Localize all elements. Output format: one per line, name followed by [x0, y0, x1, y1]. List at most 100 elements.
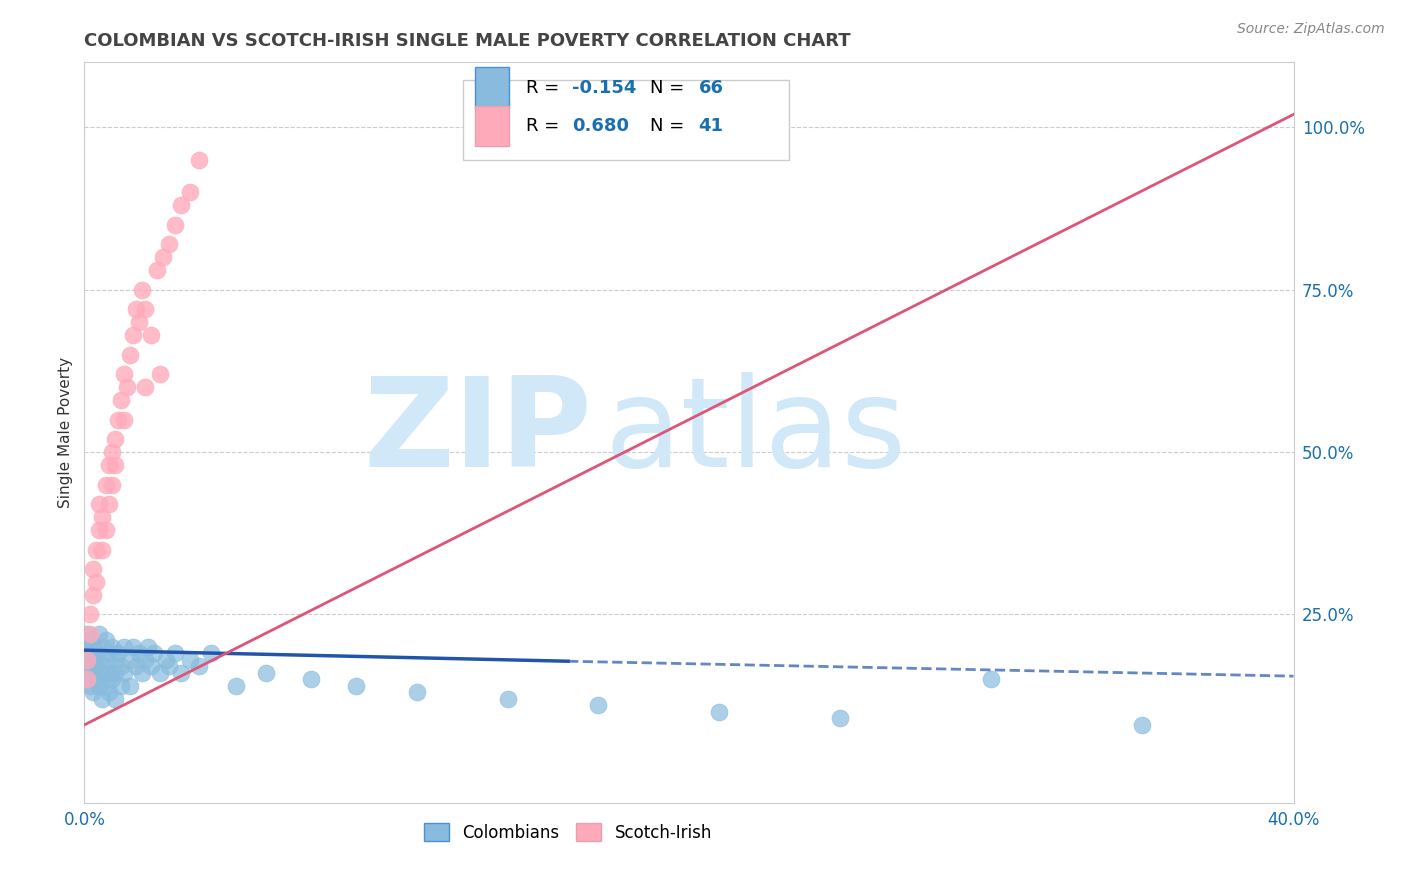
Point: [79, 679, 101, 693]
Point: [165, 647, 187, 661]
Point: [76, 640, 98, 654]
Point: [79, 627, 101, 641]
Point: [118, 348, 141, 362]
Point: [112, 640, 135, 654]
Point: [136, 640, 159, 654]
Point: [125, 302, 148, 317]
Point: [79, 607, 101, 622]
Point: [188, 659, 211, 673]
Text: atlas: atlas: [605, 372, 907, 493]
Point: [94, 633, 117, 648]
Point: [82, 640, 104, 654]
Point: [79, 659, 101, 673]
Point: [165, 218, 187, 232]
Point: [76, 673, 98, 687]
Point: [131, 665, 153, 680]
Point: [115, 380, 138, 394]
Point: [94, 679, 117, 693]
Point: [82, 665, 104, 680]
Point: [406, 685, 429, 699]
Point: [89, 497, 111, 511]
Point: [142, 647, 165, 661]
Text: 66: 66: [699, 78, 724, 97]
Point: [1130, 718, 1153, 732]
FancyBboxPatch shape: [475, 67, 509, 108]
Point: [146, 263, 169, 277]
Point: [112, 665, 135, 680]
Point: [112, 412, 135, 426]
Point: [97, 647, 120, 661]
Point: [100, 640, 122, 654]
Point: [107, 647, 129, 661]
Point: [179, 653, 201, 667]
Text: N =: N =: [650, 78, 690, 97]
Point: [149, 367, 172, 381]
Text: R =: R =: [526, 117, 565, 136]
Point: [110, 679, 132, 693]
Point: [97, 497, 120, 511]
Point: [139, 659, 162, 673]
Text: 41: 41: [699, 117, 724, 136]
Y-axis label: Single Male Poverty: Single Male Poverty: [58, 357, 73, 508]
Point: [86, 647, 108, 661]
Point: [149, 665, 172, 680]
Point: [179, 186, 201, 200]
Text: N =: N =: [650, 117, 690, 136]
Point: [89, 627, 111, 641]
Point: [100, 445, 122, 459]
Point: [97, 685, 120, 699]
Point: [86, 673, 108, 687]
Point: [82, 653, 104, 667]
Point: [86, 659, 108, 673]
Point: [94, 523, 117, 537]
Point: [121, 328, 143, 343]
Point: [104, 692, 127, 706]
Point: [134, 302, 156, 317]
Point: [830, 711, 852, 725]
FancyBboxPatch shape: [463, 80, 789, 161]
Point: [157, 659, 180, 673]
Point: [91, 665, 114, 680]
Legend: Colombians, Scotch-Irish: Colombians, Scotch-Irish: [416, 815, 720, 850]
Point: [104, 665, 127, 680]
Point: [82, 588, 104, 602]
Point: [170, 665, 193, 680]
Point: [82, 562, 104, 576]
Point: [94, 659, 117, 673]
Text: R =: R =: [526, 78, 565, 97]
Point: [128, 647, 150, 661]
Point: [91, 542, 114, 557]
Point: [131, 283, 153, 297]
Text: -0.154: -0.154: [572, 78, 636, 97]
Point: [107, 412, 129, 426]
Point: [709, 705, 731, 719]
Point: [91, 640, 114, 654]
Point: [588, 698, 610, 713]
Point: [112, 367, 135, 381]
Point: [121, 640, 143, 654]
Point: [97, 665, 120, 680]
Point: [89, 523, 111, 537]
Text: ZIP: ZIP: [364, 372, 592, 493]
Point: [76, 673, 98, 687]
Point: [134, 380, 156, 394]
Point: [94, 477, 117, 491]
Point: [225, 679, 247, 693]
Point: [89, 653, 111, 667]
Point: [100, 477, 122, 491]
Point: [299, 673, 322, 687]
Point: [104, 432, 127, 446]
Point: [980, 673, 1002, 687]
Point: [91, 510, 114, 524]
Point: [104, 653, 127, 667]
Point: [97, 458, 120, 472]
Point: [118, 653, 141, 667]
Text: 0.680: 0.680: [572, 117, 628, 136]
Point: [155, 653, 177, 667]
Point: [496, 692, 519, 706]
Point: [110, 393, 132, 408]
Point: [254, 665, 277, 680]
Point: [200, 647, 222, 661]
Point: [118, 679, 141, 693]
Point: [91, 692, 114, 706]
